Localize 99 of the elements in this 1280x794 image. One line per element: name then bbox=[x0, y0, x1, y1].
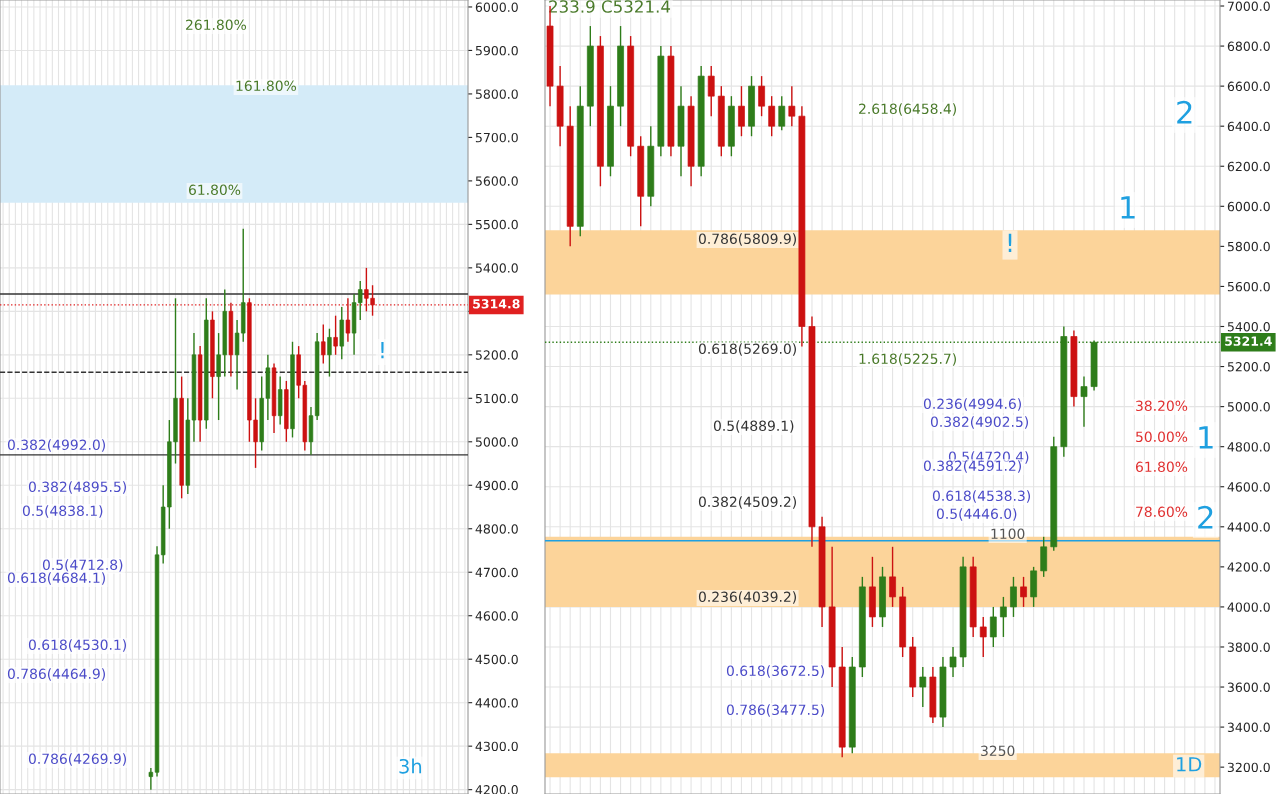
y-tick-label: 3600.0 bbox=[1227, 682, 1270, 692]
y-tick-label: 5600.0 bbox=[1227, 281, 1270, 292]
annotation: 3h bbox=[399, 758, 422, 774]
y-tick-label: 6200.0 bbox=[1227, 161, 1270, 172]
candlestick bbox=[919, 666, 927, 708]
candlestick bbox=[979, 616, 987, 658]
y-tick-label: 4600.0 bbox=[1227, 482, 1270, 492]
candlestick bbox=[333, 314, 338, 356]
annotation: 78.60% bbox=[1136, 506, 1188, 518]
annotation: 0.5(4446.0) bbox=[936, 508, 1017, 521]
candlestick bbox=[327, 328, 332, 378]
y-tick-label: 4200.0 bbox=[475, 785, 518, 794]
y-tick-label: 5800.0 bbox=[475, 89, 518, 99]
candlestick bbox=[949, 646, 957, 678]
y-tick-label: 4400.0 bbox=[1227, 522, 1270, 532]
annotation: 1 bbox=[1121, 196, 1135, 219]
candlestick bbox=[889, 546, 896, 608]
annotation: 0.786(5809.9) bbox=[698, 233, 796, 246]
annotation: 0.786(3477.5) bbox=[726, 704, 824, 717]
annotation: ! bbox=[1008, 233, 1012, 252]
annotation: 0.618(3672.5) bbox=[726, 665, 824, 678]
y-tick-label: 4800.0 bbox=[1227, 442, 1270, 452]
annotation: 1 bbox=[1199, 426, 1213, 449]
annotation: 0.236(4039.2) bbox=[698, 591, 796, 604]
candlestick bbox=[768, 95, 776, 137]
y-tick-label: 3800.0 bbox=[1227, 642, 1270, 652]
annotation: 0.5(4838.1) bbox=[22, 505, 103, 518]
candlestick bbox=[1020, 576, 1027, 608]
candlestick bbox=[1010, 576, 1017, 618]
candlestick bbox=[778, 95, 786, 131]
annotation: 61.80% bbox=[1135, 461, 1188, 473]
annotation: 161.80% bbox=[236, 80, 297, 92]
candlestick bbox=[788, 85, 796, 127]
annotation: 2 bbox=[1177, 100, 1192, 124]
y-tick-label: 5400.0 bbox=[1227, 321, 1270, 332]
candlestick bbox=[1000, 596, 1007, 638]
annotation: 1100 bbox=[991, 528, 1025, 540]
annotation: 1.618(5225.7) bbox=[859, 353, 956, 366]
candlestick bbox=[738, 85, 745, 137]
annotation: 3250 bbox=[981, 745, 1015, 757]
annotation: 0.382(4509.2) bbox=[698, 496, 796, 509]
y-tick-label: 5200.0 bbox=[1227, 362, 1270, 372]
annotation: 0.382(4992.0) bbox=[7, 439, 105, 452]
y-tick-label: 7000.0 bbox=[1227, 1, 1270, 11]
y-tick-label: 4000.0 bbox=[1227, 602, 1270, 612]
annotation: 1D bbox=[1177, 757, 1202, 772]
y-tick-label: 5800.0 bbox=[1227, 241, 1270, 252]
annotation: 38.20% bbox=[1136, 400, 1188, 412]
y-tick-label: 4600.0 bbox=[475, 611, 518, 621]
candlestick bbox=[758, 75, 765, 117]
y-tick-label: 5000.0 bbox=[475, 437, 518, 447]
annotation: 0.786(4269.9) bbox=[28, 753, 126, 766]
annotation: 61.80% bbox=[188, 184, 241, 196]
y-tick-label: 6000.0 bbox=[1227, 201, 1270, 212]
candlestick bbox=[707, 65, 715, 117]
annotation: 0.382(4895.5) bbox=[28, 481, 126, 494]
y-tick-label: 5000.0 bbox=[1227, 402, 1270, 412]
annotation: 0.382(4902.5) bbox=[930, 416, 1028, 429]
annotation: 233.9 C5321.4 bbox=[549, 0, 671, 13]
y-tick-label: 5500.0 bbox=[475, 219, 518, 230]
y-tick-label: 4500.0 bbox=[475, 654, 518, 665]
y-tick-label: 6000.0 bbox=[475, 2, 518, 12]
y-tick-label: 5200.0 bbox=[475, 350, 518, 360]
y-tick-label: 4700.0 bbox=[475, 567, 518, 578]
ref-line-label: 5321.4 bbox=[1225, 336, 1272, 346]
y-tick-label: 4200.0 bbox=[1227, 562, 1270, 572]
y-tick-label: 6800.0 bbox=[1227, 41, 1270, 51]
y-tick-label: 4400.0 bbox=[475, 698, 518, 708]
y-tick-label: 4800.0 bbox=[475, 524, 518, 534]
candlestick bbox=[321, 323, 326, 365]
y-tick-label: 6600.0 bbox=[1227, 81, 1270, 92]
annotation: 0.236(4994.6) bbox=[923, 398, 1021, 411]
annotation: 50.00% bbox=[1136, 431, 1188, 443]
y-tick-label: 5400.0 bbox=[475, 263, 518, 273]
y-tick-label: 5100.0 bbox=[475, 393, 518, 404]
y-tick-label: 5600.0 bbox=[475, 176, 518, 186]
candlestick bbox=[345, 297, 351, 343]
y-tick-label: 4900.0 bbox=[475, 480, 518, 491]
candlestick bbox=[1080, 375, 1088, 428]
annotation: 0.618(4684.1) bbox=[7, 572, 105, 585]
ref-line-label: 5314.8 bbox=[473, 299, 520, 309]
annotation: 0.618(5269.0) bbox=[698, 343, 796, 356]
annotation: 0.5(4712.8) bbox=[42, 559, 123, 572]
y-tick-label: 4300.0 bbox=[475, 741, 518, 752]
annotation: 261.80% bbox=[186, 19, 247, 31]
annotation: 0.786(4464.9) bbox=[7, 668, 105, 681]
y-tick-label: 6400.0 bbox=[1227, 121, 1270, 132]
annotation: ! bbox=[381, 341, 384, 359]
y-tick-label: 5900.0 bbox=[475, 45, 518, 56]
y-tick-label: 3200.0 bbox=[1227, 762, 1270, 773]
annotation: 2.618(6458.4) bbox=[859, 103, 956, 116]
annotation: 0.5(4889.1) bbox=[713, 420, 794, 433]
annotation: 2 bbox=[1198, 505, 1213, 529]
y-tick-label: 5700.0 bbox=[475, 132, 518, 143]
annotation: 0.618(4538.3) bbox=[932, 490, 1030, 503]
y-tick-label: 3400.0 bbox=[1227, 722, 1270, 733]
candlestick bbox=[148, 767, 154, 791]
annotation: 0.618(4530.1) bbox=[28, 639, 126, 652]
candlestick bbox=[989, 606, 997, 648]
